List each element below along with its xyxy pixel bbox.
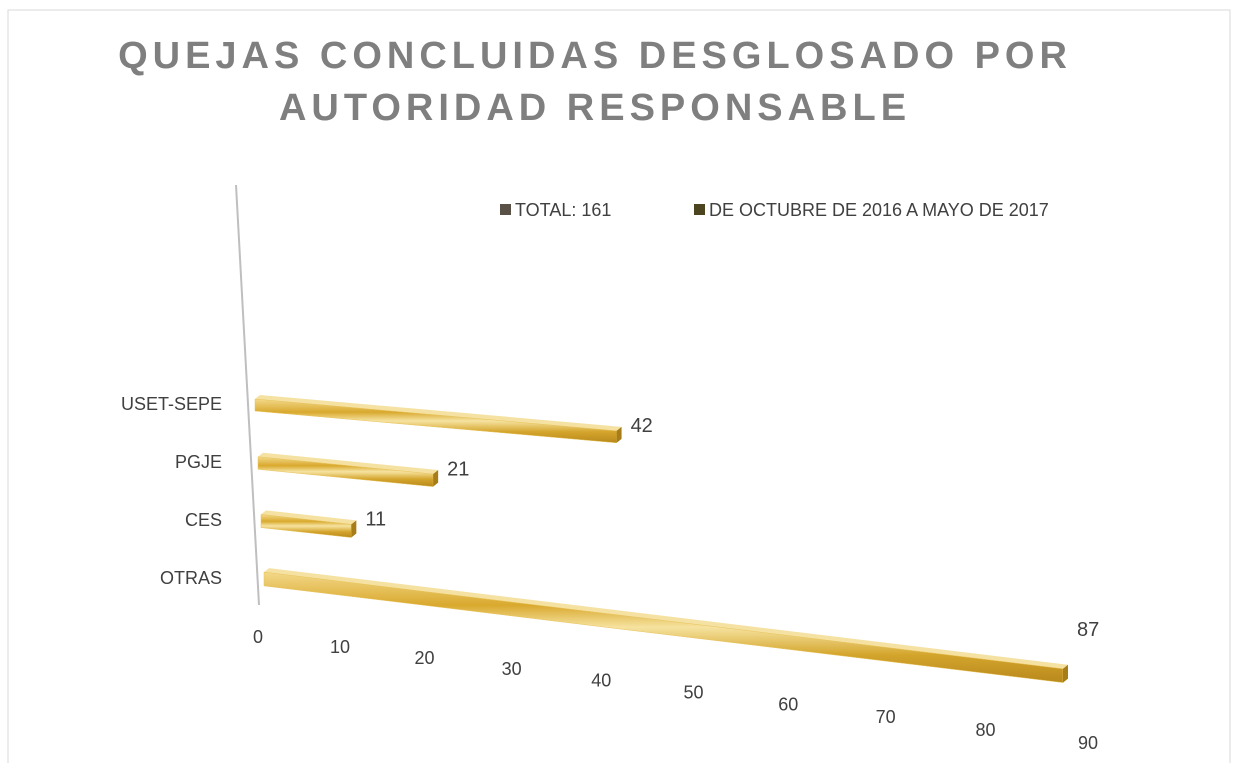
x-tick-label: 50 — [684, 683, 704, 703]
x-tick-label: 10 — [330, 637, 350, 657]
x-tick-label: 40 — [591, 671, 611, 691]
bar-end — [616, 426, 622, 443]
bar-top — [261, 510, 357, 525]
bar-end — [433, 470, 439, 487]
y-tick-label: CES — [185, 510, 222, 530]
bar-top — [258, 452, 439, 475]
legend-swatch — [694, 204, 705, 215]
value-label: 42 — [631, 415, 653, 437]
y-tick-label: PGJE — [175, 452, 222, 472]
chart-title: AUTORIDAD RESPONSABLE — [279, 87, 911, 129]
x-tick-label: 30 — [502, 659, 522, 679]
bar-end — [351, 520, 357, 538]
value-label: 21 — [447, 458, 469, 480]
frame — [7, 9, 1231, 763]
bar — [254, 398, 617, 444]
bar — [263, 571, 1064, 683]
x-tick-label: 90 — [1078, 733, 1098, 753]
value-label: 11 — [365, 509, 386, 531]
x-tick-label: 0 — [253, 627, 263, 647]
chart-title: QUEJAS CONCLUIDAS DESGLOSADO POR — [118, 35, 1072, 77]
legend-label: TOTAL: 161 — [515, 200, 611, 220]
bar-top — [255, 395, 622, 431]
legend-label: DE OCTUBRE DE 2016 A MAYO DE 2017 — [709, 200, 1049, 220]
bar-end — [1062, 664, 1068, 683]
x-tick-label: 60 — [778, 695, 798, 715]
legend-swatch — [500, 204, 511, 215]
y-tick-label: OTRAS — [160, 568, 222, 588]
x-tick-label: 20 — [415, 648, 435, 668]
bar-top — [264, 568, 1068, 669]
value-label: 87 — [1077, 619, 1099, 641]
y-tick-label: USET-SEPE — [121, 394, 222, 414]
x-tick-label: 70 — [876, 707, 896, 727]
category-axis — [235, 184, 260, 606]
x-tick-label: 80 — [976, 720, 996, 740]
